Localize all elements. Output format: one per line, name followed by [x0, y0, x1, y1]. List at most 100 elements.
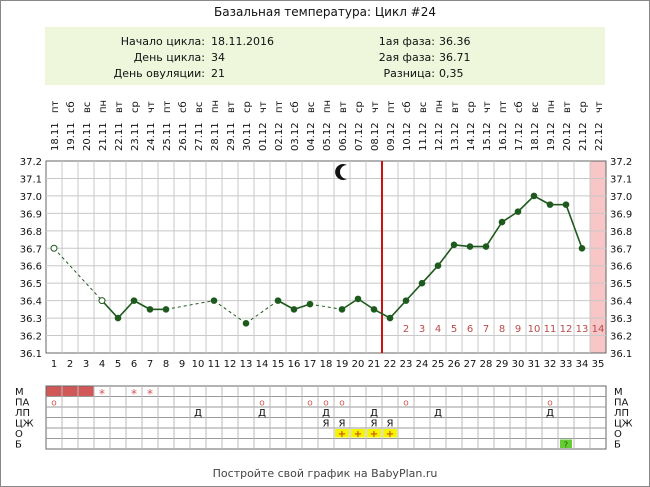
weekday-label: ср	[354, 101, 365, 113]
day-number-label: 35	[592, 359, 605, 370]
y-tick-label-right: 36.1	[610, 349, 632, 360]
y-tick-label-left: 36.2	[20, 332, 42, 343]
marker-cell-mark: Д	[434, 408, 442, 419]
marker-cell-mark: Я	[371, 419, 378, 430]
y-tick-label-left: 36.3	[20, 314, 42, 325]
date-label: 13.12	[450, 122, 461, 151]
footer-link[interactable]: Постройте свой график на BabyPlan.ru	[212, 467, 438, 480]
day-number-label: 12	[224, 359, 237, 370]
day-number-label: 14	[256, 359, 269, 370]
date-label: 22.12	[594, 122, 605, 151]
y-tick-label-right: 36.8	[610, 227, 632, 238]
y-tick-label-right: 36.6	[610, 262, 632, 273]
weekday-label: сб	[66, 101, 77, 113]
marker-cell-mark: Я	[339, 419, 346, 430]
weekday-label: чт	[146, 101, 157, 113]
date-label: 23.11	[130, 122, 141, 151]
y-tick-label-left: 36.9	[20, 209, 42, 220]
menses-cell	[78, 386, 94, 397]
marker-cell-mark: о	[403, 399, 409, 409]
weekday-label: ср	[466, 101, 477, 113]
crescent-moon-icon	[335, 164, 347, 180]
weekday-label: чт	[370, 101, 381, 113]
weekday-label: сб	[402, 101, 413, 113]
date-label: 27.11	[194, 122, 205, 151]
date-label: 28.11	[210, 122, 221, 151]
cycle-start-label: Начало цикла:	[120, 35, 205, 48]
marker-cell-mark: о	[259, 399, 265, 409]
temperature-point	[482, 243, 490, 250]
marker-cell-mark: +	[338, 429, 346, 440]
marker-cell-mark: Д	[546, 408, 554, 419]
weekday-label: вт	[338, 101, 349, 113]
marker-row-label-left: ПА	[15, 398, 30, 409]
date-label: 15.12	[482, 122, 493, 151]
date-label: 08.12	[370, 122, 381, 151]
temperature-point	[130, 297, 138, 304]
temperature-segment	[101, 300, 119, 319]
temperature-point	[338, 306, 346, 313]
marker-row-label-left: Б	[15, 440, 22, 451]
day-number-label: 34	[576, 359, 589, 370]
y-tick-label-left: 36.1	[20, 349, 42, 360]
phase2-day-number: 10	[528, 324, 541, 335]
phase2-day-number: 7	[483, 324, 489, 335]
phase2-label: 2ая фаза:	[378, 51, 435, 64]
phase2-day-number: 11	[544, 324, 557, 335]
phase2-day-number: 2	[403, 324, 409, 335]
temperature-segment-dashed	[309, 303, 343, 310]
date-label: 29.11	[226, 122, 237, 151]
temperature-segment	[405, 282, 423, 302]
difference-label: Разница:	[383, 67, 436, 80]
weekday-label: пн	[98, 100, 109, 113]
cycle-info-panel: Начало цикла: 18.11.2016 День цикла: 34 …	[45, 27, 605, 85]
marker-cell-mark: Д	[258, 408, 266, 419]
temperature-segment	[565, 204, 583, 249]
temperature-point	[210, 297, 218, 304]
marker-cell-mark: *	[147, 387, 153, 401]
date-label: 10.12	[402, 122, 413, 151]
ovulation-day-label: День овуляции:	[113, 67, 205, 80]
temperature-point	[306, 300, 314, 308]
date-label: 19.11	[66, 122, 77, 151]
temperature-point	[546, 201, 554, 208]
day-number-label: 4	[99, 359, 105, 370]
day-number-label: 18	[320, 359, 333, 370]
phase2-day-number: 9	[515, 324, 521, 335]
y-tick-label-right: 37.2	[610, 157, 632, 168]
date-label: 21.11	[98, 122, 109, 151]
marker-cell-mark: *	[131, 387, 137, 401]
temperature-point	[290, 306, 298, 313]
weekday-label: чт	[482, 101, 493, 113]
temperature-point	[242, 320, 250, 327]
temperature-point	[530, 192, 538, 200]
marker-cell-mark: +	[354, 429, 362, 440]
temperature-point	[146, 306, 154, 313]
y-tick-label-left: 36.8	[20, 227, 42, 238]
date-label: 22.11	[114, 122, 125, 151]
phase2-day-number: 3	[419, 324, 425, 335]
day-number-label: 25	[432, 359, 445, 370]
day-number-label: 24	[416, 359, 429, 370]
phase1-value: 36.36	[439, 35, 471, 48]
marker-cell-mark: о	[547, 399, 553, 409]
y-tick-label-right: 36.4	[610, 297, 632, 308]
weekday-label: ср	[130, 101, 141, 113]
marker-row-label-left: ЛП	[15, 408, 30, 419]
marker-row-label-right: М	[614, 387, 623, 398]
ovulation-test-cell	[335, 429, 349, 438]
weekday-label: ср	[242, 101, 253, 113]
y-tick-label-right: 36.5	[610, 279, 632, 290]
y-tick-label-left: 37.2	[20, 157, 42, 168]
temperature-segment-dashed	[165, 300, 215, 310]
temperature-point	[402, 297, 410, 304]
date-label: 18.12	[530, 122, 541, 151]
ovulation-test-cell	[383, 429, 397, 438]
temperature-point-hollow	[50, 244, 58, 252]
day-number-label: 22	[384, 359, 397, 370]
temperature-point	[370, 306, 378, 313]
y-tick-label-left: 36.5	[20, 279, 42, 290]
chart-title: Базальная температура: Цикл #24	[213, 5, 436, 19]
temperature-point	[274, 297, 282, 304]
